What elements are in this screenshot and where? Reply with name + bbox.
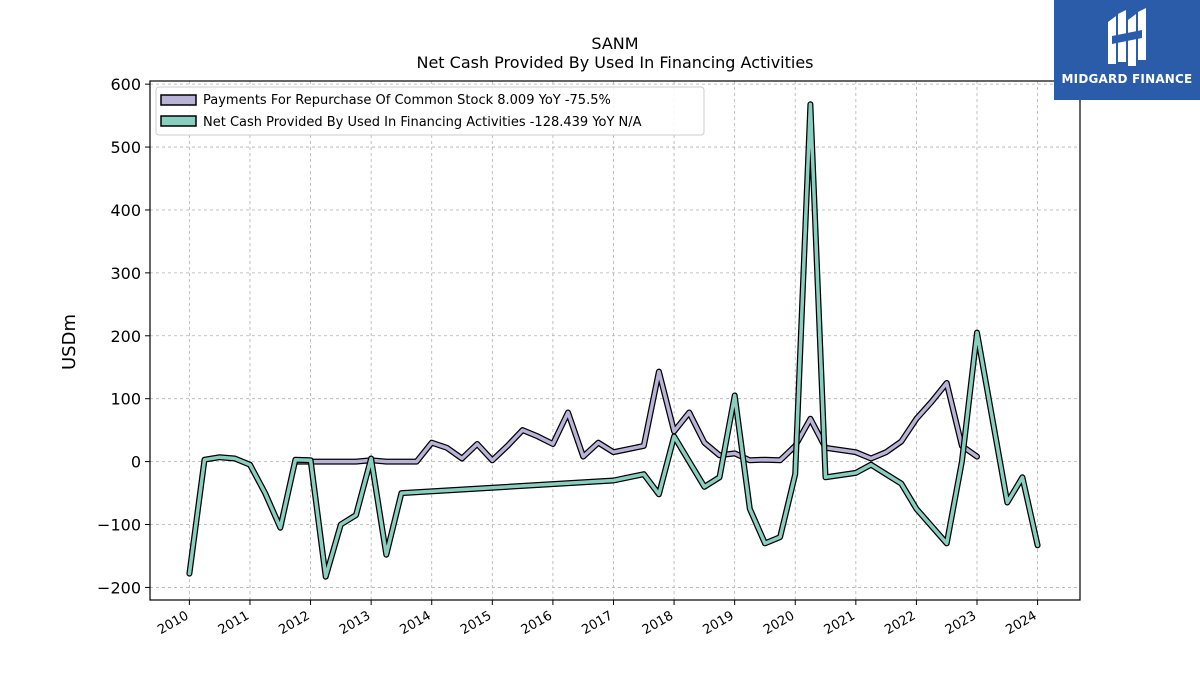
- x-tick-label: 2016: [519, 608, 555, 638]
- x-tick-label: 2020: [761, 608, 797, 638]
- x-tick-label: 2015: [458, 608, 494, 638]
- y-tick-label: −200: [97, 578, 141, 597]
- x-tick-label: 2017: [579, 608, 615, 638]
- y-tick-label: 200: [110, 327, 141, 346]
- x-tick-label: 2011: [216, 608, 252, 638]
- x-tick-label: 2022: [882, 608, 918, 638]
- legend-box: [155, 86, 705, 136]
- y-tick-label: 500: [110, 138, 141, 157]
- brand-logo: MIDGARD FINANCE: [1054, 0, 1200, 100]
- y-tick-label: 100: [110, 390, 141, 409]
- series-line: [293, 369, 979, 464]
- series-0: [292, 368, 980, 465]
- x-tick-label: 2021: [822, 608, 858, 638]
- x-tick-label: 2010: [155, 608, 191, 638]
- x-tick-label: 2019: [700, 608, 736, 638]
- x-tick-label: 2024: [1003, 608, 1039, 638]
- series-1: [186, 101, 1041, 580]
- y-tick-label: 400: [110, 201, 141, 220]
- x-tick-label: 2014: [398, 608, 434, 638]
- x-tick-label: 2018: [640, 608, 676, 638]
- x-tick-label: 2023: [943, 608, 979, 638]
- legend-swatch-financing: [160, 115, 197, 127]
- y-tick-label: 300: [110, 264, 141, 283]
- legend: Payments For Repurchase Of Common Stock …: [155, 86, 705, 136]
- y-tick-label: 0: [131, 453, 141, 472]
- legend-label-repurchase: Payments For Repurchase Of Common Stock …: [203, 93, 611, 108]
- x-tick-label: 2013: [337, 608, 373, 638]
- series-line: [187, 102, 1040, 579]
- midgard-logo-icon: [1108, 8, 1146, 66]
- chart-subtitle: Net Cash Provided By Used In Financing A…: [416, 53, 813, 72]
- plot-frame: [149, 80, 1081, 601]
- y-tick-label: 600: [110, 75, 141, 94]
- series-layer: [186, 101, 1041, 580]
- brand-name: MIDGARD FINANCE: [1061, 72, 1193, 86]
- x-axis: 2010 2011 2012 2013 2014 2015 2016 2017 2018 2019…: [155, 600, 1040, 638]
- legend-label-financing: Net Cash Provided By Used In Financing A…: [203, 115, 642, 130]
- grid-lines: [150, 81, 1080, 600]
- y-axis: −200 −100 0 100 200 300 400 500 600: [97, 75, 150, 597]
- legend-swatch-repurchase: [160, 94, 197, 106]
- x-tick-label: 2012: [276, 608, 312, 638]
- chart-title: SANM: [591, 34, 638, 53]
- y-tick-label: −100: [97, 516, 141, 535]
- y-axis-label: USDm: [59, 314, 80, 370]
